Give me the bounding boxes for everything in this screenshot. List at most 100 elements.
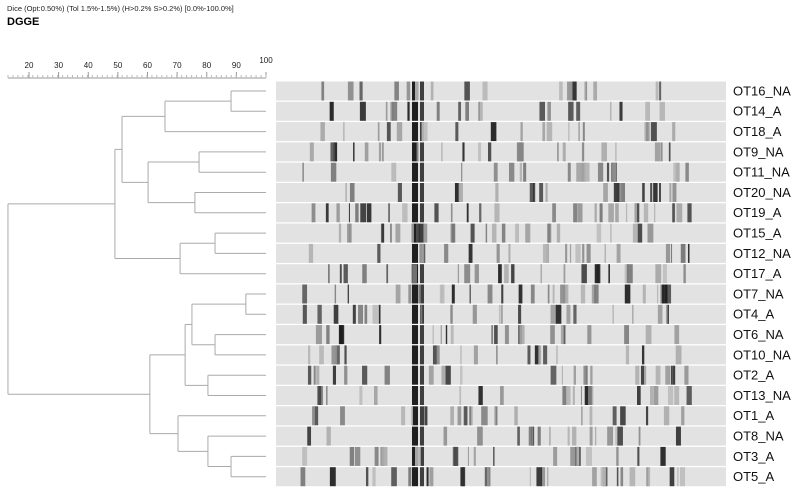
axis-tick-label: 90 xyxy=(232,61,241,70)
gel-band xyxy=(637,446,640,466)
gel-band xyxy=(561,365,563,385)
gel-band xyxy=(672,203,674,223)
gel-band xyxy=(359,81,363,101)
gel-band xyxy=(519,325,525,345)
gel-band xyxy=(485,223,488,243)
gel-band xyxy=(302,446,308,466)
gel-band xyxy=(643,203,649,223)
gel-band xyxy=(584,162,590,182)
gel-band xyxy=(420,304,423,324)
gel-band xyxy=(504,264,509,284)
gel-band xyxy=(344,345,347,365)
gel-band xyxy=(407,101,410,121)
gel-band xyxy=(669,183,672,202)
gel-band xyxy=(395,223,401,243)
gel-band xyxy=(601,142,608,162)
gel-band xyxy=(540,264,542,284)
gel-band xyxy=(642,284,646,304)
gel-band xyxy=(511,264,515,284)
gel-band xyxy=(333,304,339,324)
gel-band xyxy=(381,223,385,243)
gel-band xyxy=(616,446,619,466)
gel-band xyxy=(591,284,596,304)
gel-band xyxy=(625,345,630,365)
gel-band xyxy=(568,101,574,121)
gel-band xyxy=(617,426,623,446)
gel-band xyxy=(366,203,372,223)
gel-band xyxy=(494,325,498,345)
gel-band xyxy=(325,203,329,223)
gel-band xyxy=(420,81,424,101)
gel-band xyxy=(504,325,509,345)
gel-band xyxy=(455,122,459,142)
gel-lane xyxy=(276,365,726,385)
gel-band xyxy=(450,203,453,223)
gel-band xyxy=(620,406,626,426)
gel-band xyxy=(408,467,412,487)
gel-lane xyxy=(276,284,726,304)
gel-band xyxy=(412,81,418,101)
gel-lane xyxy=(276,81,726,101)
gel-band xyxy=(685,162,689,182)
gel-band xyxy=(412,365,418,385)
gel-band xyxy=(372,304,378,324)
gel-band xyxy=(665,243,671,263)
gel-band xyxy=(360,203,367,223)
gel-band xyxy=(430,81,434,101)
gel-band xyxy=(391,162,397,182)
gel-band xyxy=(302,162,304,182)
gel-band xyxy=(462,142,465,162)
gel-band xyxy=(550,304,556,324)
gel-band xyxy=(489,467,492,487)
gel-band xyxy=(330,142,335,162)
gel-band xyxy=(329,101,334,121)
gel-band xyxy=(632,304,634,324)
gel-band xyxy=(612,406,617,426)
gel-band xyxy=(385,101,388,121)
gel-band xyxy=(386,122,391,142)
gel-band xyxy=(495,183,499,202)
gel-band xyxy=(642,183,645,202)
gel-band xyxy=(420,142,424,162)
gel-band xyxy=(654,142,661,162)
gel-lane xyxy=(276,142,726,162)
gel-band xyxy=(546,122,553,142)
gel-band xyxy=(565,284,568,304)
gel-band xyxy=(420,365,424,385)
gel-band xyxy=(420,284,424,304)
gel-band xyxy=(302,304,307,324)
gel-band xyxy=(441,142,443,162)
gel-band xyxy=(596,223,602,243)
gel-band xyxy=(567,426,570,446)
gel-band xyxy=(576,446,580,466)
gel-band xyxy=(402,203,408,223)
gel-band xyxy=(481,406,483,426)
gel-band xyxy=(317,304,322,324)
gel-lane xyxy=(276,183,726,202)
gel-band xyxy=(420,243,426,263)
gel-band xyxy=(589,406,593,426)
gel-band xyxy=(581,406,583,426)
gel-band xyxy=(614,142,617,162)
gel-band xyxy=(384,365,390,385)
gel-band xyxy=(439,284,445,304)
gel-band xyxy=(365,467,369,487)
gel-band xyxy=(653,386,659,405)
gel-band xyxy=(321,81,325,101)
gel-band xyxy=(395,284,401,304)
gel-band xyxy=(632,223,638,243)
gel-band xyxy=(391,467,397,487)
gel-band xyxy=(673,203,676,223)
axis-tick-label: 70 xyxy=(173,61,182,70)
gel-band xyxy=(645,122,649,142)
gel-band xyxy=(594,426,597,446)
gel-band xyxy=(419,243,423,263)
lane-label: OT5_A xyxy=(733,469,775,484)
gel-band xyxy=(518,304,522,324)
gel-band xyxy=(672,122,676,142)
gel-band xyxy=(472,304,477,324)
lane-background xyxy=(276,325,726,345)
lane-label: OT10_NA xyxy=(733,347,791,362)
gel-band xyxy=(563,325,565,345)
gel-band xyxy=(675,345,682,365)
